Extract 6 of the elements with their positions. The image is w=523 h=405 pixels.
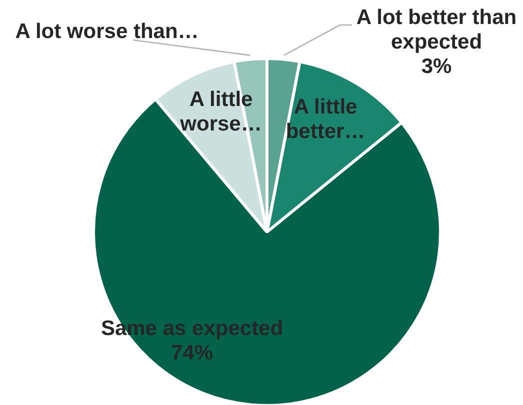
data-label: 3% <box>421 54 452 78</box>
slice-label: A lot worse than… <box>15 20 199 43</box>
data-label: 74% <box>170 342 214 365</box>
slice-label: A lot better than expected <box>356 6 517 54</box>
slice-label: A little better… <box>286 96 366 144</box>
slice-label: A little worse… <box>179 88 262 136</box>
